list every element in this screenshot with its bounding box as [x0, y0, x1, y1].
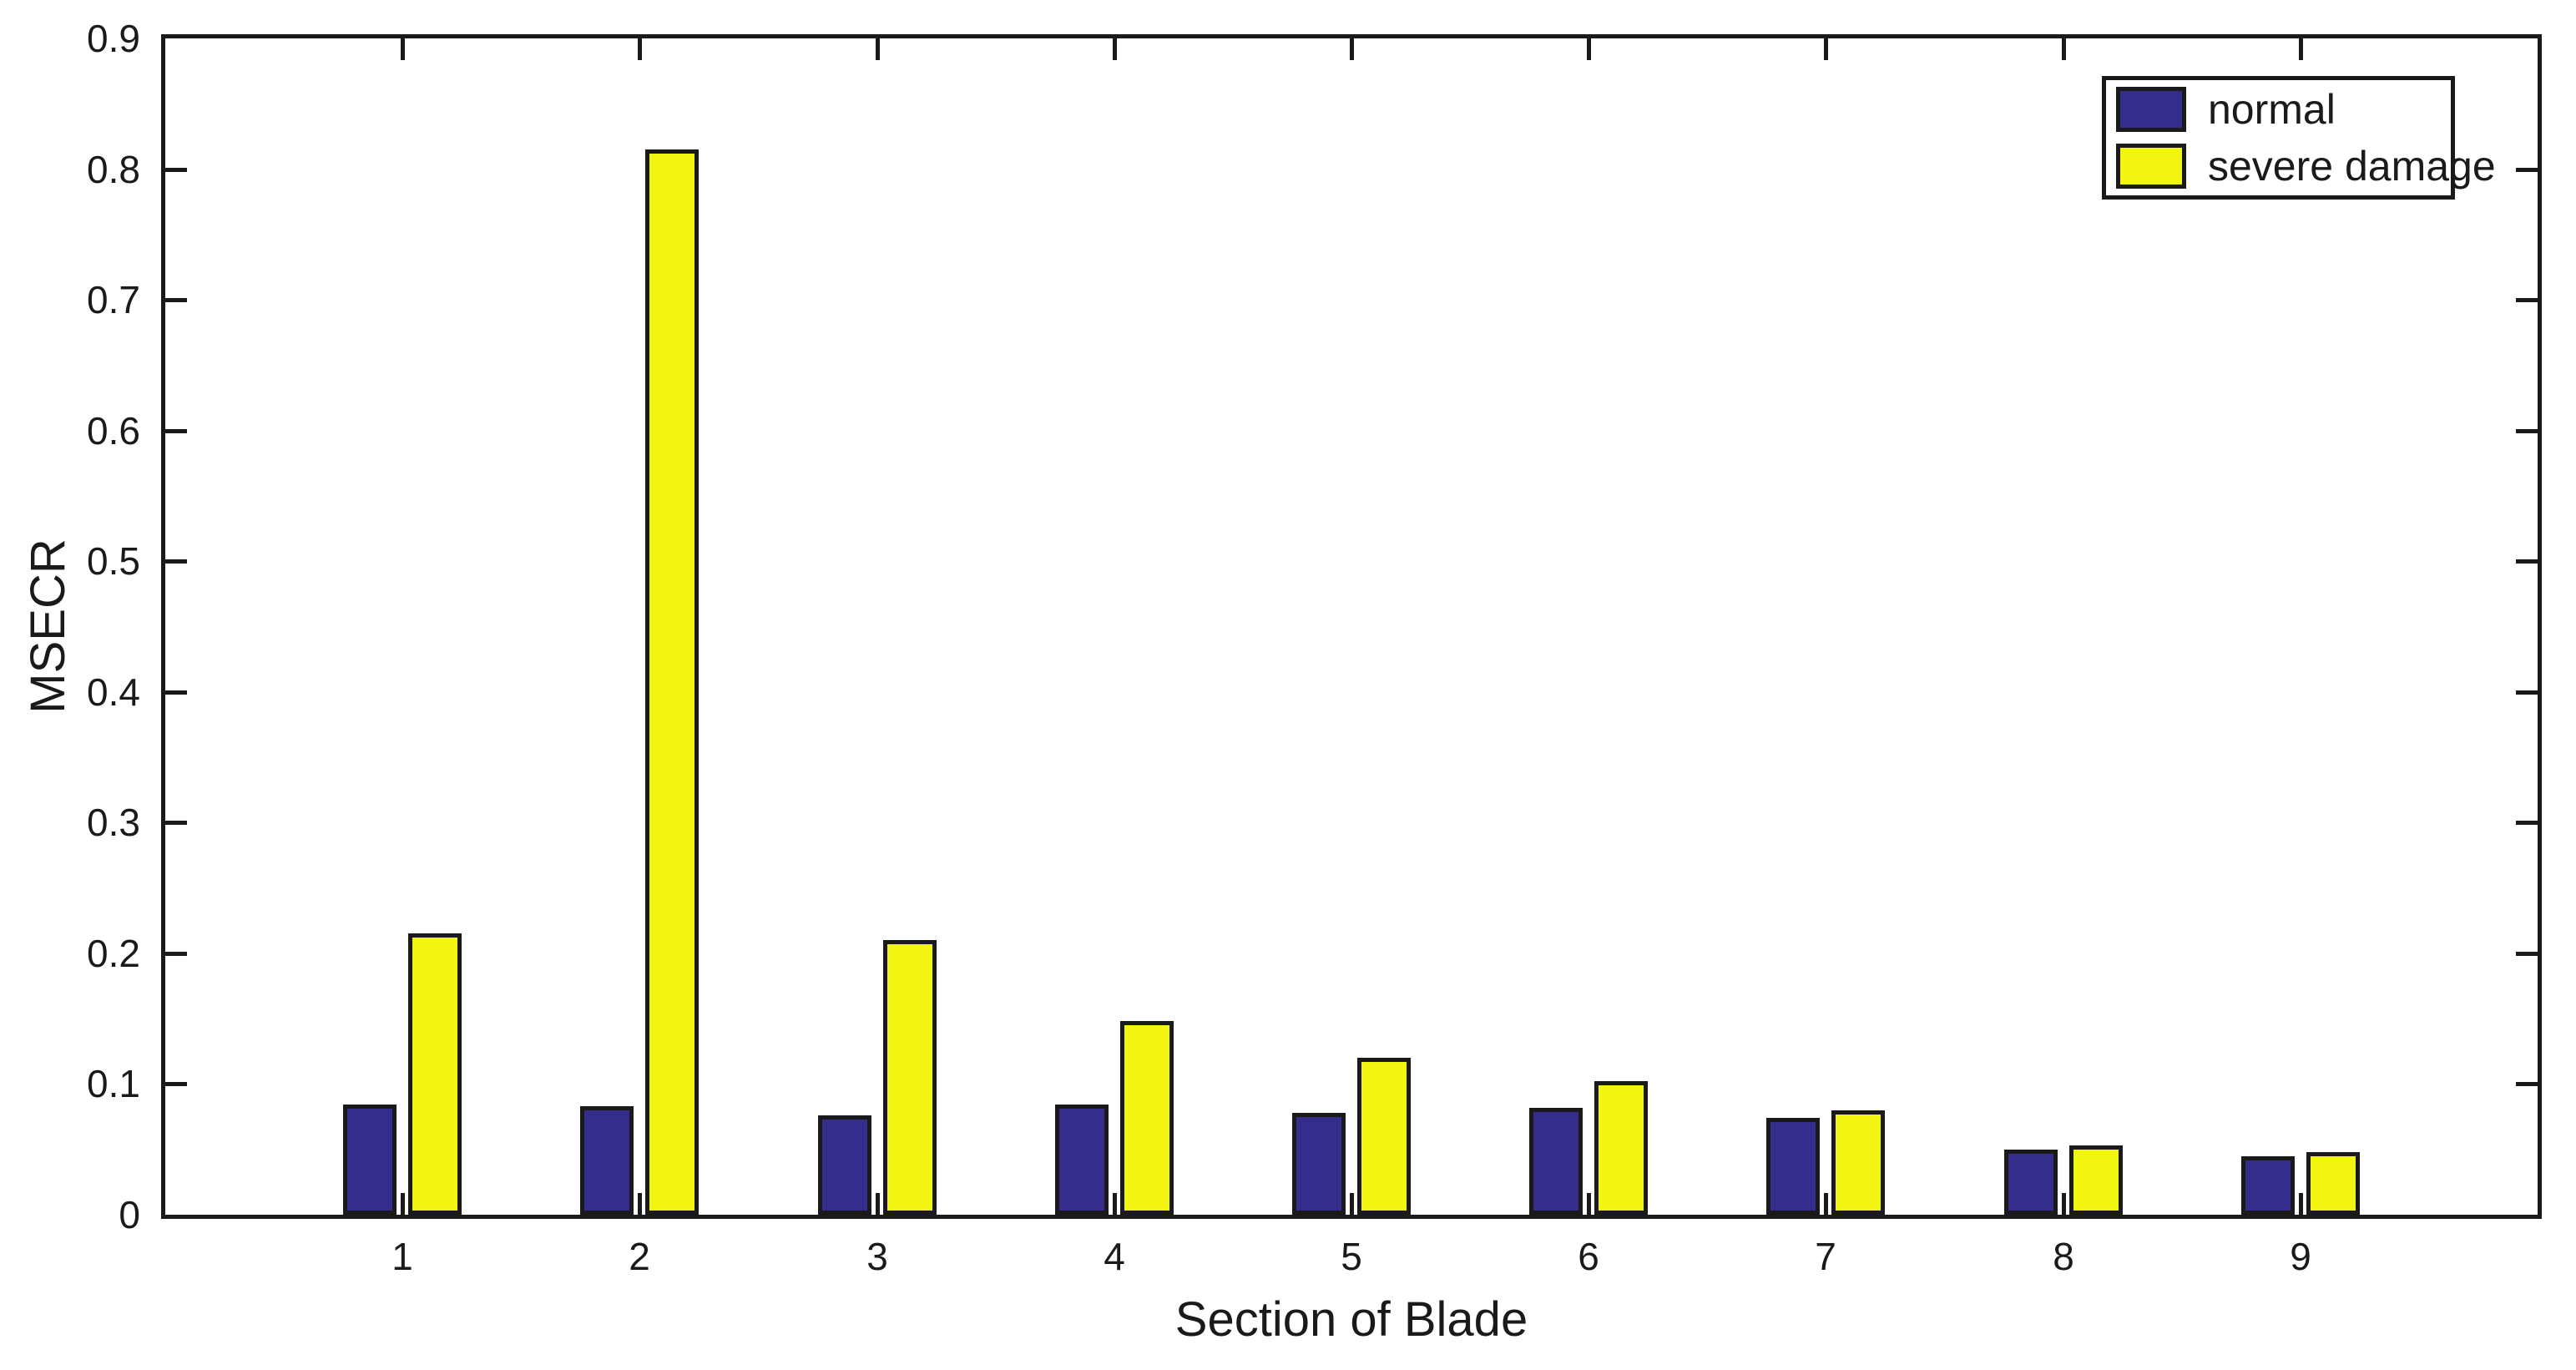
y-tick-label: 0.7	[87, 278, 140, 321]
x-tick-label: 6	[1578, 1235, 1599, 1278]
x-tick-label: 9	[2290, 1235, 2311, 1278]
bar-severe-damage-5	[1357, 1058, 1411, 1215]
bar-severe-damage-6	[1594, 1081, 1648, 1215]
x-tick-top	[1824, 38, 1828, 60]
legend-swatch-severe-damage	[2116, 144, 2186, 189]
y-tick-label: 0.2	[87, 932, 140, 975]
x-tick-label: 5	[1341, 1235, 1362, 1278]
x-tick-bottom	[2062, 1193, 2066, 1215]
y-tick-left	[165, 559, 187, 564]
bar-severe-damage-7	[1831, 1110, 1885, 1215]
y-tick-left	[165, 168, 187, 172]
bar-normal-2	[580, 1106, 634, 1215]
x-tick-label: 8	[2053, 1235, 2074, 1278]
bar-severe-damage-9	[2306, 1152, 2360, 1215]
x-axis-label: Section of Blade	[1174, 1292, 1528, 1347]
y-tick-label: 0.5	[87, 539, 140, 583]
x-tick-top	[1350, 38, 1354, 60]
bar-normal-3	[818, 1115, 871, 1215]
bar-normal-4	[1055, 1105, 1109, 1215]
bar-normal-5	[1292, 1113, 1346, 1215]
x-tick-bottom	[638, 1193, 642, 1215]
y-tick-right	[2516, 1082, 2538, 1086]
y-tick-right	[2516, 690, 2538, 695]
y-tick-left	[165, 429, 187, 433]
bar-normal-9	[2241, 1156, 2295, 1215]
x-tick-top	[2062, 38, 2066, 60]
x-tick-bottom	[1113, 1193, 1117, 1215]
x-tick-bottom	[401, 1193, 405, 1215]
legend-label-severe-damage: severe damage	[2208, 143, 2496, 190]
x-tick-top	[876, 38, 880, 60]
legend-label-normal: normal	[2208, 86, 2336, 133]
x-tick-label: 4	[1104, 1235, 1125, 1278]
x-tick-bottom	[876, 1193, 880, 1215]
x-tick-bottom	[1587, 1193, 1591, 1215]
bar-severe-damage-2	[645, 149, 699, 1215]
y-tick-label: 0.3	[87, 801, 140, 844]
y-tick-label: 0.1	[87, 1062, 140, 1105]
x-tick-label: 1	[391, 1235, 413, 1278]
y-tick-left	[165, 298, 187, 302]
x-tick-top	[1587, 38, 1591, 60]
x-tick-top	[1113, 38, 1117, 60]
y-tick-left	[165, 821, 187, 825]
y-axis-label: MSECR	[21, 538, 75, 714]
legend-row-normal: normal	[2116, 87, 2441, 132]
y-tick-right	[2516, 168, 2538, 172]
x-tick-top	[2299, 38, 2303, 60]
x-tick-top	[401, 38, 405, 60]
x-tick-bottom	[1350, 1193, 1354, 1215]
x-tick-bottom	[1824, 1193, 1828, 1215]
y-tick-label: 0.8	[87, 148, 140, 191]
legend-row-severe-damage: severe damage	[2116, 144, 2496, 189]
y-tick-left	[165, 952, 187, 956]
y-tick-left	[165, 1082, 187, 1086]
y-tick-left	[165, 690, 187, 695]
bar-normal-1	[343, 1105, 397, 1215]
bar-normal-8	[2004, 1150, 2058, 1215]
y-tick-right	[2516, 821, 2538, 825]
y-tick-label: 0.9	[87, 17, 140, 60]
bar-severe-damage-1	[408, 933, 462, 1215]
y-tick-label: 0.6	[87, 409, 140, 452]
bar-normal-6	[1529, 1108, 1583, 1215]
y-tick-label: 0	[119, 1193, 140, 1236]
x-tick-label: 3	[866, 1235, 888, 1278]
x-tick-bottom	[2299, 1193, 2303, 1215]
x-tick-label: 2	[629, 1235, 650, 1278]
x-tick-label: 7	[1815, 1235, 1836, 1278]
y-tick-label: 0.4	[87, 670, 140, 714]
bar-severe-damage-4	[1120, 1021, 1174, 1215]
y-tick-right	[2516, 952, 2538, 956]
bar-normal-7	[1766, 1118, 1820, 1215]
x-tick-top	[638, 38, 642, 60]
bar-severe-damage-8	[2069, 1145, 2123, 1215]
y-tick-right	[2516, 429, 2538, 433]
y-tick-right	[2516, 559, 2538, 564]
plot-area	[161, 34, 2542, 1219]
y-tick-right	[2516, 298, 2538, 302]
legend: normal severe damage	[2102, 76, 2496, 200]
bar-severe-damage-3	[883, 940, 937, 1215]
legend-swatch-normal	[2116, 87, 2186, 132]
